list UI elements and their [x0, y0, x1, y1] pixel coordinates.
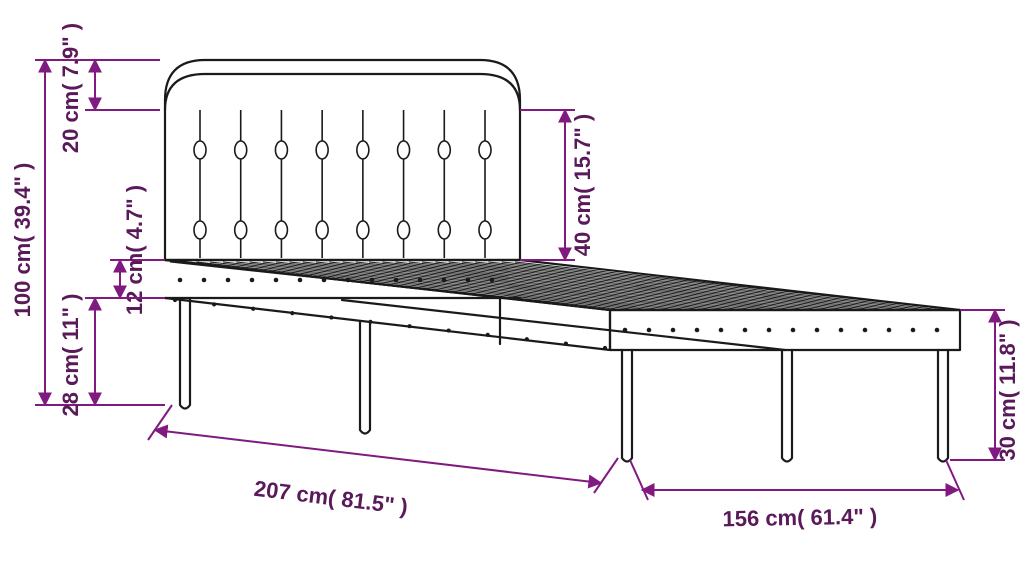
- rail-stud: [447, 328, 451, 332]
- rail-stud: [525, 337, 529, 341]
- headboard-bead: [479, 141, 491, 159]
- mid-leg-back: [360, 322, 370, 434]
- rail-stud: [791, 328, 796, 333]
- rail-stud: [603, 346, 607, 350]
- rail-stud: [743, 328, 748, 333]
- headboard-bead: [438, 221, 450, 239]
- headboard-outline: [165, 60, 520, 260]
- headboard-slats: [194, 110, 491, 258]
- front-leg-left: [622, 350, 632, 462]
- rail-stud: [815, 328, 820, 333]
- ext-156-b: [946, 460, 964, 500]
- headboard-bead: [357, 141, 369, 159]
- rail-stud: [911, 328, 916, 333]
- platform-front: [610, 310, 960, 350]
- rail-stud: [251, 307, 255, 311]
- headboard-bead: [235, 141, 247, 159]
- headboard-bead: [479, 221, 491, 239]
- headboard-bead: [398, 141, 410, 159]
- rail-stud: [887, 328, 892, 333]
- front-leg-mid: [782, 350, 792, 462]
- label-front: 30 cm( 11.8" ): [995, 319, 1020, 460]
- label-rail: 12 cm( 4.7" ): [122, 185, 147, 315]
- rail-stud: [647, 328, 652, 333]
- back-leg-left: [180, 298, 190, 409]
- label-leg: 28 cm( 11" ): [58, 294, 83, 417]
- rail-stud: [564, 342, 568, 346]
- rail-stud: [329, 315, 333, 319]
- headboard-bead: [194, 141, 206, 159]
- ext-207-a: [148, 405, 172, 440]
- rail-stud: [935, 328, 940, 333]
- front-leg-right: [938, 350, 948, 462]
- headboard-bead: [357, 221, 369, 239]
- dim-207: [155, 430, 601, 483]
- rail-stud: [290, 311, 294, 315]
- ext-156-a: [630, 460, 648, 500]
- headboard-bead: [235, 221, 247, 239]
- headboard-bead: [316, 141, 328, 159]
- dimension-lines: 100 cm( 39.4" ) 20 cm( 7.9" ) 12 cm( 4.7…: [10, 23, 1020, 531]
- label-head-top: 20 cm( 7.9" ): [58, 23, 83, 153]
- rail-stud: [671, 328, 676, 333]
- rail-stud: [274, 278, 279, 283]
- rail-stud: [695, 328, 700, 333]
- headboard-bead: [275, 141, 287, 159]
- headboard-bead: [194, 221, 206, 239]
- rail-stud: [298, 278, 303, 283]
- rail-stud: [178, 278, 183, 283]
- rail-stud: [173, 298, 177, 302]
- slat-lines: [170, 262, 956, 310]
- rail-stud: [226, 278, 231, 283]
- headboard-bead: [316, 221, 328, 239]
- rail-stud: [202, 278, 207, 283]
- label-headboard: 40 cm( 15.7" ): [570, 114, 595, 257]
- ext-207-b: [594, 458, 618, 493]
- headboard-bead: [438, 141, 450, 159]
- rail-stud: [863, 328, 868, 333]
- rail-stud: [719, 328, 724, 333]
- headboard-bead: [398, 221, 410, 239]
- rail-stud: [250, 278, 255, 283]
- rail-stud: [407, 324, 411, 328]
- rail-stud: [212, 302, 216, 306]
- headboard-bead: [275, 221, 287, 239]
- bed-dimensions-diagram: 100 cm( 39.4" ) 20 cm( 7.9" ) 12 cm( 4.7…: [0, 0, 1020, 571]
- rail-stud: [839, 328, 844, 333]
- rail-stud: [486, 333, 490, 337]
- label-height-total: 100 cm( 39.4" ): [10, 163, 35, 318]
- rail-stud: [767, 328, 772, 333]
- label-depth: 207 cm( 81.5" ): [253, 476, 410, 520]
- label-width: 156 cm( 61.4" ): [722, 504, 877, 532]
- headboard-top-rail: [165, 74, 520, 110]
